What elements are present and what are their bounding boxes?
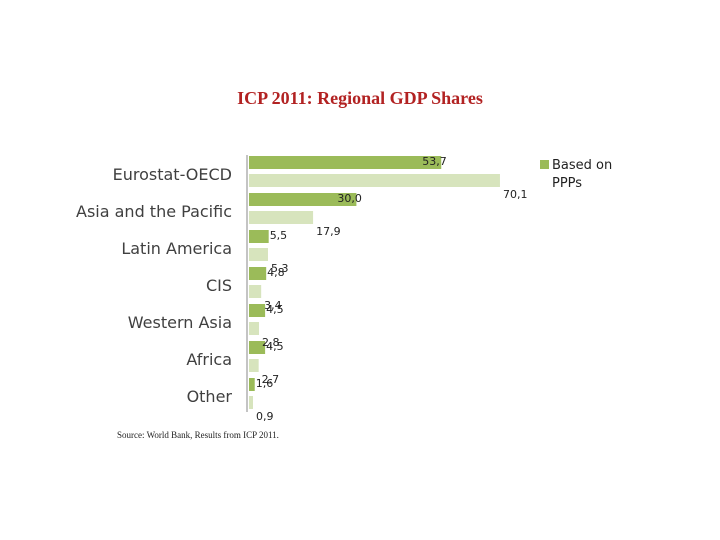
bar-eurostat-oecd-series-1 (249, 156, 442, 169)
bar-western-asia-series-1 (249, 304, 266, 317)
category-labels: Eurostat-OECD Asia and the Pacific Latin A… (76, 165, 232, 406)
data-label-africa-series-1: 4,5 (266, 340, 284, 353)
bar-western-asia-series-2 (249, 322, 260, 335)
data-label-western-asia-series-1: 4,5 (266, 303, 284, 316)
data-label-asia-and-the-pacific-series-2: 17,9 (316, 225, 341, 238)
data-label-asia-and-the-pacific-series-1: 30,0 (337, 192, 362, 205)
category-label-latin-america: Latin America (121, 239, 232, 258)
data-label-other-series-1: 1,6 (256, 377, 274, 390)
data-label-africa-series-2: 2,7 (262, 373, 280, 386)
bar-latin-america-series-2 (249, 248, 268, 261)
bar-eurostat-oecd-series-2 (249, 174, 500, 187)
bar-other-series-1 (249, 378, 255, 391)
source-note: Source: World Bank, Results from ICP 201… (117, 430, 279, 440)
legend-label-line1: Based on (552, 158, 612, 173)
bar-africa-series-2 (249, 359, 259, 372)
data-label-latin-america-series-2: 5,3 (271, 262, 289, 275)
chart-title: ICP 2011: Regional GDP Shares (237, 88, 483, 108)
bar-asia-and-the-pacific-series-1 (249, 193, 357, 206)
bar-asia-and-the-pacific-series-2 (249, 211, 314, 224)
legend-swatch (540, 160, 549, 169)
category-label-asia-and-the-pacific: Asia and the Pacific (76, 202, 232, 221)
data-label-cis-series-1: 4,8 (267, 266, 285, 279)
bar-cis-series-1 (249, 267, 267, 280)
legend-label-line2: PPPs (552, 176, 582, 191)
legend: Based on PPPs (540, 158, 612, 191)
bar-other-series-2 (249, 396, 253, 409)
value-labels: 53,770,130,017,95,55,34,83,44,52,84,52,7… (256, 155, 528, 423)
data-label-latin-america-series-1: 5,5 (270, 229, 288, 242)
data-label-other-series-2: 0,9 (256, 410, 274, 423)
bar-latin-america-series-1 (249, 230, 269, 243)
category-label-other: Other (187, 387, 233, 406)
data-label-eurostat-oecd-series-1: 53,7 (422, 155, 447, 168)
bar-africa-series-1 (249, 341, 266, 354)
bar-cis-series-2 (249, 285, 262, 298)
data-label-cis-series-2: 3,4 (264, 299, 282, 312)
data-label-eurostat-oecd-series-2: 70,1 (503, 188, 528, 201)
category-label-africa: Africa (186, 350, 232, 369)
category-label-eurostat-oecd: Eurostat-OECD (113, 165, 232, 184)
bars-group (249, 156, 500, 409)
category-label-western-asia: Western Asia (128, 313, 232, 332)
data-label-western-asia-series-2: 2,8 (262, 336, 280, 349)
category-label-cis: CIS (206, 276, 232, 295)
